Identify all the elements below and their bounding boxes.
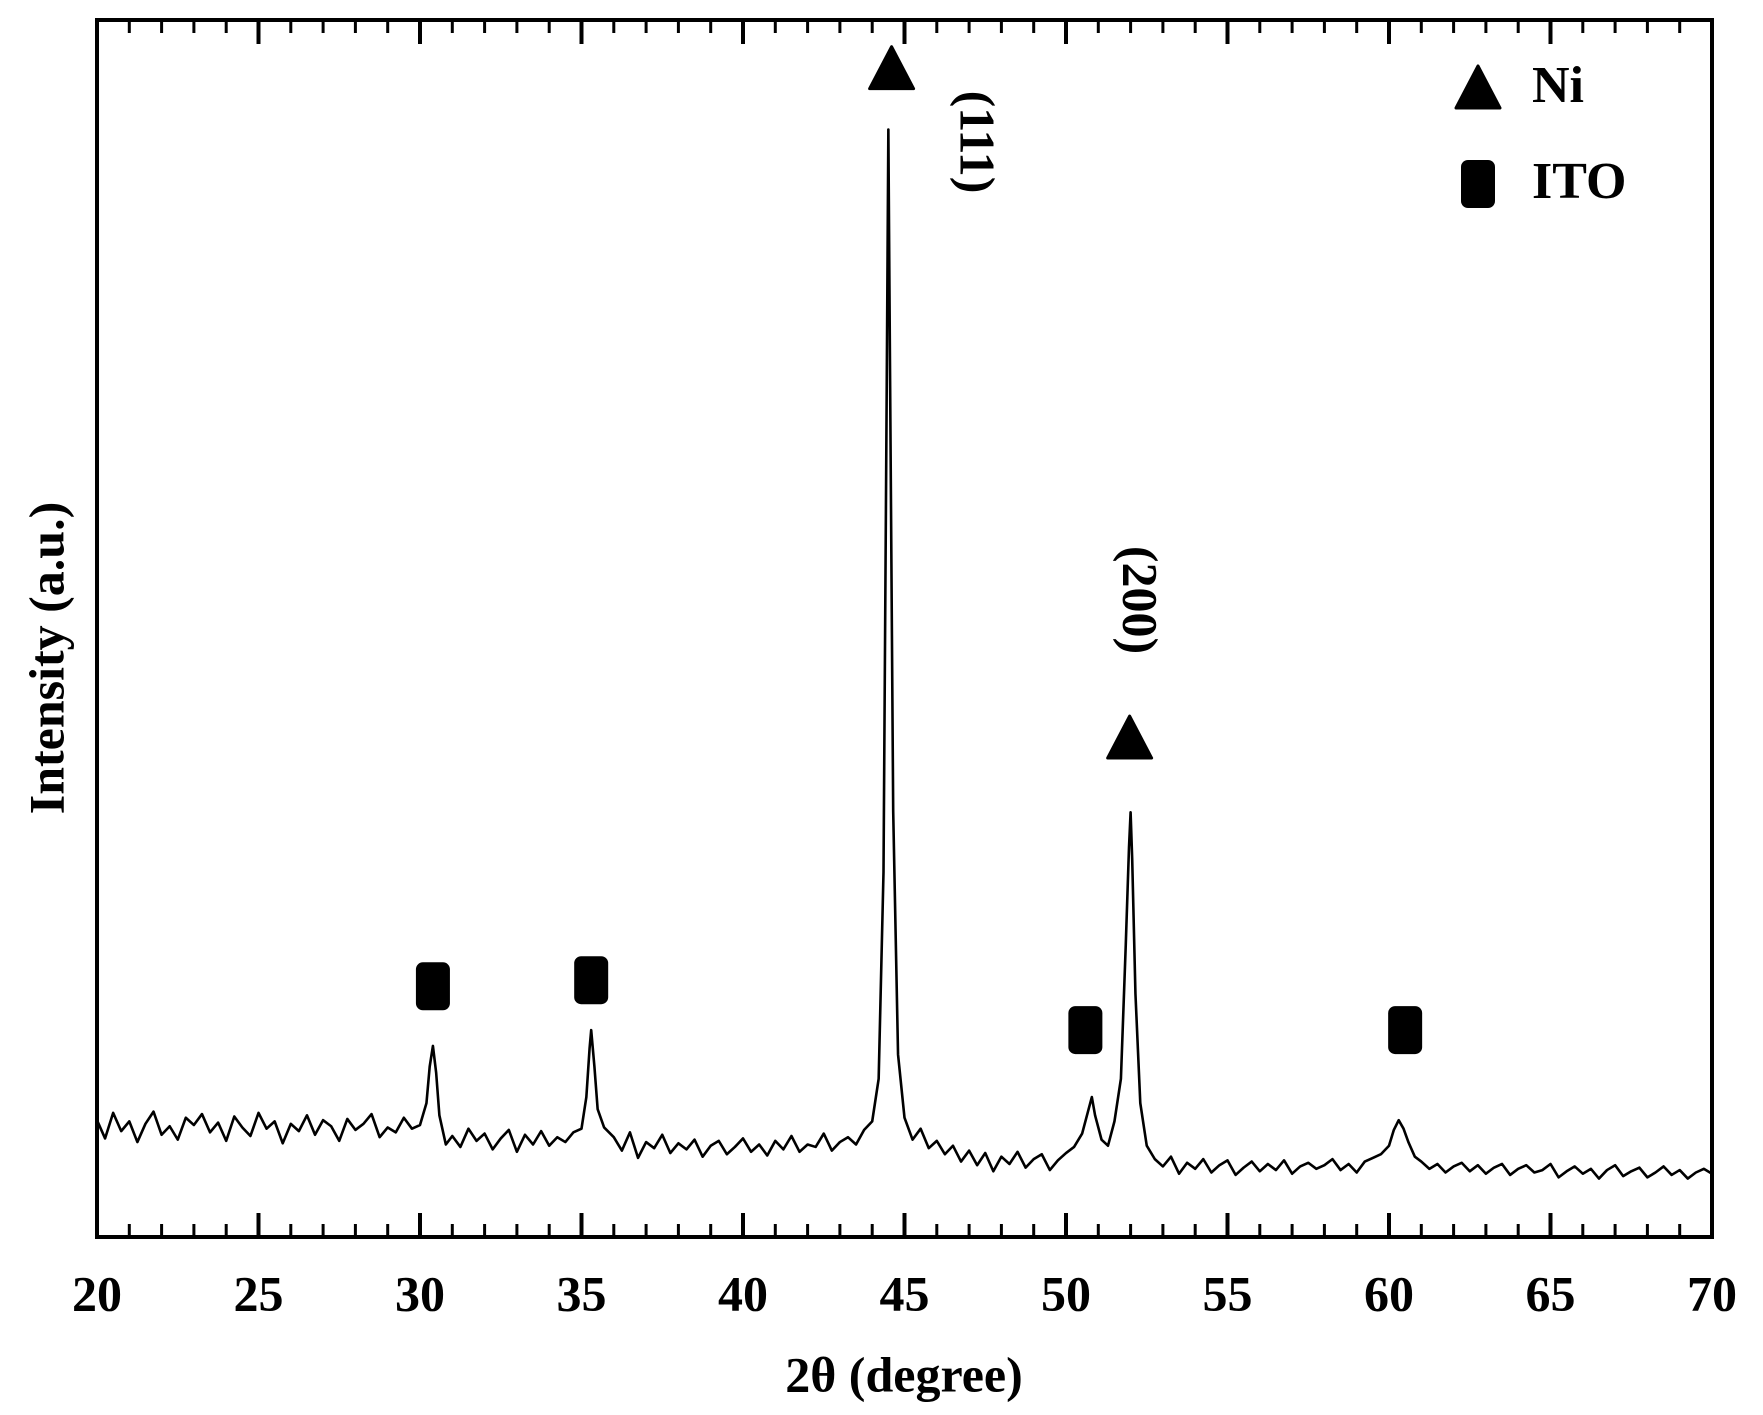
marker-triangle: [868, 45, 916, 91]
legend-marker: [1461, 160, 1495, 208]
x-tick-label: 35: [557, 1265, 607, 1321]
marker-square: [415, 962, 450, 1011]
x-tick-label: 45: [880, 1265, 930, 1321]
marker-square: [574, 956, 609, 1005]
marker-triangle: [1106, 714, 1154, 760]
x-tick-label: 55: [1203, 1265, 1253, 1321]
x-tick-label: 65: [1526, 1265, 1576, 1321]
legend-marker: [1454, 64, 1502, 110]
x-tick-label: 25: [234, 1265, 284, 1321]
legend-label: Ni: [1532, 57, 1584, 114]
plot-frame: [95, 18, 1714, 1239]
peak-label: (111): [950, 91, 1006, 194]
x-axis-title: 2θ (degree): [785, 1346, 1023, 1402]
x-tick-label: 70: [1687, 1265, 1737, 1321]
x-tick-label: 20: [72, 1265, 122, 1321]
marker-square: [1388, 1006, 1423, 1055]
legend-label: ITO: [1532, 153, 1626, 210]
peak-label: (200): [1113, 546, 1169, 654]
xrd-line: [95, 128, 1713, 1180]
x-tick-label: 30: [395, 1265, 445, 1321]
x-tick-label: 60: [1364, 1265, 1414, 1321]
y-axis-title: Intensity (a.u.): [18, 502, 74, 815]
x-tick-label: 50: [1041, 1265, 1091, 1321]
marker-square: [1068, 1006, 1103, 1055]
x-tick-label: 40: [718, 1265, 768, 1321]
